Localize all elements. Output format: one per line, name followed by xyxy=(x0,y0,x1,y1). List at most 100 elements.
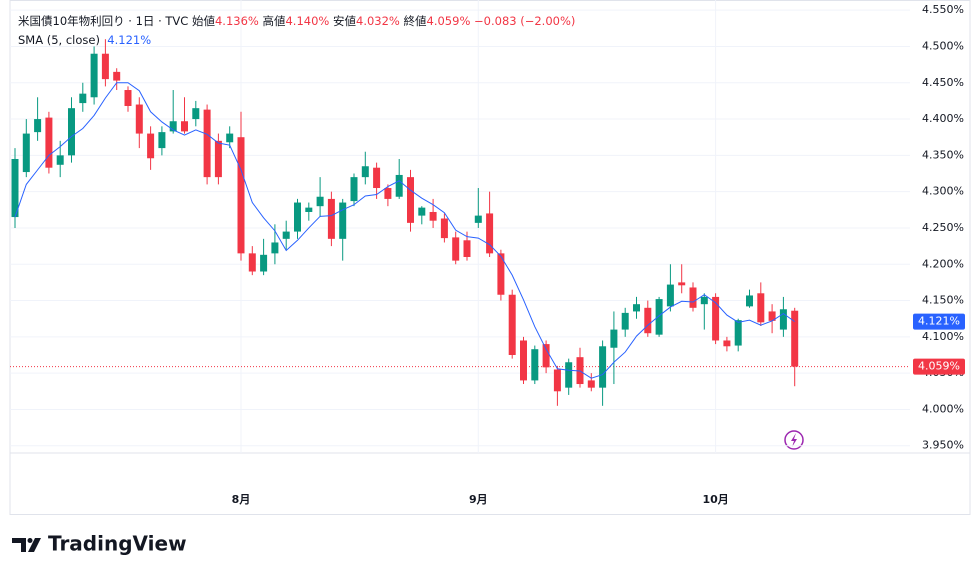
stat-label: 安値 xyxy=(333,14,356,28)
sma-value: 4.121% xyxy=(107,33,152,47)
candle-body xyxy=(113,71,121,81)
legend: 米国債10年物利回り · 1日 · TVC 始値4.136% 高値4.140% … xyxy=(18,12,575,50)
candle-body xyxy=(599,346,607,388)
candle-body xyxy=(101,53,109,80)
candle-body xyxy=(316,196,324,207)
y-tick-label: 4.350% xyxy=(922,148,964,161)
stat-value: 4.032% xyxy=(356,14,400,28)
y-tick-label: 3.950% xyxy=(922,439,964,452)
candle-body xyxy=(565,362,573,388)
candle-body xyxy=(633,304,640,312)
candle-body xyxy=(260,254,268,272)
sma-name: SMA (5, close) xyxy=(18,33,100,47)
y-tick-label: 4.400% xyxy=(922,112,964,125)
candle-body xyxy=(779,309,787,330)
candle-body xyxy=(237,137,245,254)
candle-body xyxy=(158,132,166,149)
candle-body xyxy=(746,295,753,307)
last-price-badge: 4.059% xyxy=(918,360,960,373)
lightning-icon xyxy=(784,430,804,450)
candle-body xyxy=(226,133,234,143)
candle-body xyxy=(486,213,494,254)
candle-body xyxy=(395,174,403,197)
last-price-badge-bg xyxy=(913,358,965,375)
candle-body xyxy=(452,237,460,261)
candle-body xyxy=(791,310,799,367)
stat-label: 高値 xyxy=(262,14,286,28)
x-tick-label: 8月 xyxy=(232,493,251,506)
candle-body xyxy=(124,90,132,106)
candle-body xyxy=(203,109,211,178)
candle-body xyxy=(734,320,742,346)
candle-body xyxy=(440,218,448,239)
candle-body xyxy=(768,311,776,321)
candle-body xyxy=(248,253,256,272)
candle-body xyxy=(418,207,426,216)
candle-body xyxy=(508,294,516,355)
stat-value: 4.140% xyxy=(285,14,330,28)
candle-body xyxy=(373,167,381,189)
sma-badge: 4.121% xyxy=(918,315,960,328)
candle-body xyxy=(339,202,347,239)
candle-body xyxy=(666,284,674,307)
candle-body xyxy=(520,340,527,381)
y-tick-label: 4.550% xyxy=(922,3,964,16)
y-tick-label: 4.450% xyxy=(922,76,964,89)
candle-body xyxy=(655,299,663,335)
candle-body xyxy=(384,188,392,199)
candle-body xyxy=(22,133,30,173)
y-tick-label: 4.250% xyxy=(922,221,964,234)
candle-body xyxy=(192,108,200,120)
legend-main: 米国債10年物利回り · 1日 · TVC 始値4.136% 高値4.140% … xyxy=(18,12,575,31)
candle-body xyxy=(700,296,708,305)
candle-body xyxy=(474,215,482,223)
frame xyxy=(9,0,971,515)
y-tick-label: 4.300% xyxy=(922,185,964,198)
candle-body xyxy=(135,104,143,134)
stat-value: 4.059% xyxy=(426,14,471,28)
candle-body xyxy=(350,177,358,202)
candle-body xyxy=(68,108,75,156)
y-tick-label: 4.100% xyxy=(922,330,964,343)
x-tick-label: 9月 xyxy=(469,493,488,506)
candle-body xyxy=(294,202,301,232)
candle-body xyxy=(305,207,313,212)
candle-body xyxy=(214,140,222,178)
stat-label: 始値 xyxy=(191,14,215,28)
legend-sma: SMA (5, close) 4.121% xyxy=(18,31,575,50)
candle-body xyxy=(90,53,98,98)
candle-body xyxy=(621,312,629,330)
candle-body xyxy=(429,211,437,221)
grid xyxy=(10,0,910,453)
candle-body xyxy=(147,133,155,159)
y-tick-label: 4.150% xyxy=(922,294,964,307)
candle-body xyxy=(610,329,618,348)
candle-body xyxy=(542,344,550,368)
x-tick-label: 10月 xyxy=(702,493,728,506)
candle-body xyxy=(463,240,471,257)
brand: TradingView xyxy=(48,532,187,556)
candle-body xyxy=(282,231,290,239)
y-tick-label: 4.200% xyxy=(922,257,964,270)
candle-body xyxy=(678,282,686,286)
symbol-title: 米国債10年物利回り · 1日 · TVC xyxy=(18,14,189,28)
stat-label: 終値 xyxy=(403,14,427,28)
candle-body xyxy=(11,158,19,218)
candle-body xyxy=(723,340,731,347)
stats: 始値4.136% 高値4.140% 安値4.032% 終値4.059% xyxy=(192,14,474,28)
logo-icon xyxy=(12,538,41,552)
candle-body xyxy=(553,369,561,392)
candle-body xyxy=(169,121,177,132)
y-tick-label: 4.000% xyxy=(922,402,964,415)
candle-body xyxy=(407,177,414,223)
y-tick-label: 4.500% xyxy=(922,39,964,52)
candle-body xyxy=(587,380,595,388)
candle-body xyxy=(497,253,505,295)
candle-body xyxy=(644,307,652,334)
candle-body xyxy=(79,93,87,104)
candle-body xyxy=(531,349,539,381)
candle-body xyxy=(34,119,42,133)
candle-body xyxy=(689,287,697,308)
